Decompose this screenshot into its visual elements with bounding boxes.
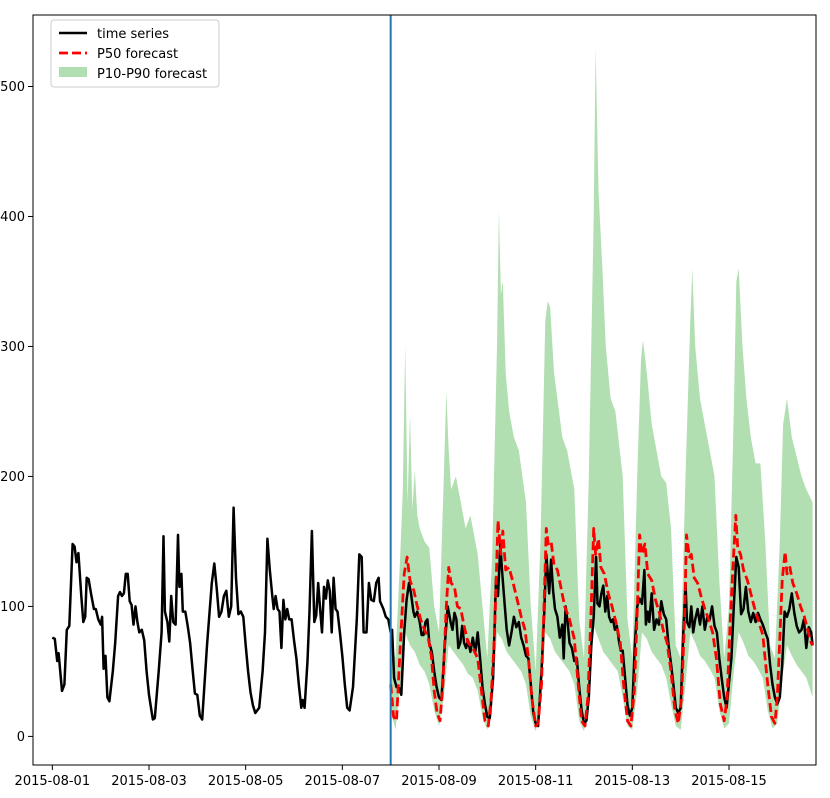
x-tick-label: 2015-08-11 [498, 774, 574, 789]
legend-p10-p90-label: P10-P90 forecast [97, 67, 207, 82]
x-tick-label: 2015-08-09 [401, 774, 477, 789]
x-axis: 2015-08-01 2015-08-03 2015-08-05 2015-08-07… [15, 765, 767, 789]
legend-p10-p90-swatch [59, 67, 87, 77]
x-tick-label: 2015-08-01 [15, 774, 91, 789]
y-tick-label: 100 [0, 600, 25, 615]
plot-area [51, 15, 814, 765]
x-tick-label: 2015-08-03 [111, 774, 187, 789]
legend-frame [50, 19, 220, 88]
x-tick-label: 2015-08-13 [595, 774, 671, 789]
y-tick-label: 500 [0, 80, 25, 95]
y-tick-label: 200 [0, 470, 25, 485]
legend-time-series-label: time series [97, 27, 169, 42]
y-tick-label: 400 [0, 210, 25, 225]
p10-p90-forecast-band [390, 47, 813, 732]
y-tick-label: 0 [17, 730, 25, 745]
y-tick-label: 300 [0, 340, 25, 355]
y-axis: 0 100 200 300 400 500 [0, 80, 33, 745]
x-tick-label: 2015-08-07 [305, 774, 381, 789]
legend: time series P50 forecast P10-P90 forecas… [50, 19, 220, 88]
axes-frame [32, 14, 817, 766]
x-tick-label: 2015-08-05 [208, 774, 284, 789]
p50-forecast-line [389, 514, 814, 728]
x-tick-label: 2015-08-15 [691, 774, 767, 789]
legend-p50-label: P50 forecast [97, 47, 178, 62]
